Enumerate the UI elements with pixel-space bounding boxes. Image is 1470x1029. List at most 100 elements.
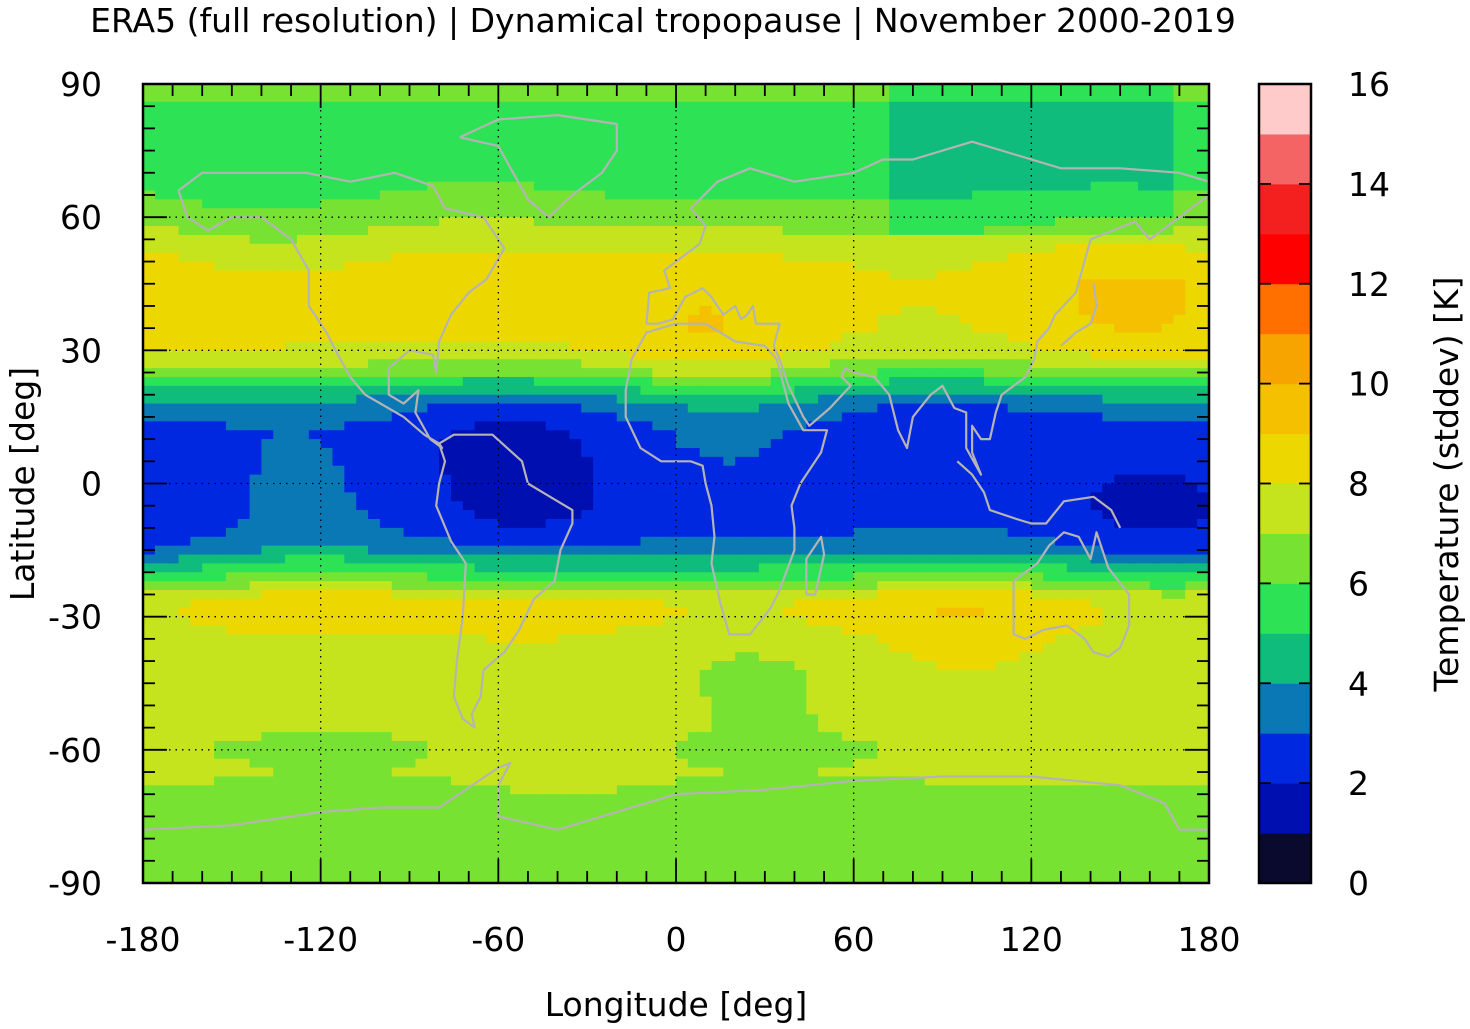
heatmap-cell xyxy=(450,376,464,387)
heatmap-cell xyxy=(427,261,440,272)
heatmap-cell xyxy=(853,465,867,476)
heatmap-cell xyxy=(332,385,345,396)
heatmap-cell xyxy=(296,368,310,378)
heatmap-cell xyxy=(1090,305,1103,316)
heatmap-cell xyxy=(770,279,784,289)
heatmap-cell xyxy=(983,412,997,422)
heatmap-cell xyxy=(995,181,1009,192)
heatmap-cell xyxy=(770,439,784,449)
heatmap-cell xyxy=(320,545,334,556)
heatmap-cell xyxy=(995,376,1009,387)
heatmap-cell xyxy=(735,270,748,280)
heatmap-cell xyxy=(735,226,748,236)
heatmap-cell xyxy=(770,394,784,405)
heatmap-cell xyxy=(391,92,405,103)
heatmap-cell xyxy=(427,146,440,156)
heatmap-cell xyxy=(462,270,476,280)
heatmap-cell xyxy=(415,350,428,360)
heatmap-cell xyxy=(841,359,855,369)
heatmap-cell xyxy=(995,163,1009,174)
heatmap-cell xyxy=(474,545,488,556)
heatmap-cell xyxy=(616,155,630,165)
heatmap-cell xyxy=(995,279,1009,289)
heatmap-cell xyxy=(1149,92,1163,103)
heatmap-cell xyxy=(166,492,180,502)
heatmap-cell xyxy=(640,359,653,369)
heatmap-cell xyxy=(782,208,796,218)
heatmap-cell xyxy=(510,394,523,405)
heatmap-cell xyxy=(628,181,642,192)
heatmap-cell xyxy=(699,519,713,529)
heatmap-cell xyxy=(450,261,464,272)
heatmap-cell xyxy=(924,492,938,502)
heatmap-cell xyxy=(261,181,274,192)
heatmap-cell xyxy=(865,314,878,325)
heatmap-cell xyxy=(865,137,878,147)
heatmap-cell xyxy=(581,252,594,263)
heatmap-cell xyxy=(735,385,748,396)
heatmap-cell xyxy=(818,412,831,422)
heatmap-cell xyxy=(676,439,689,449)
heatmap-cell xyxy=(154,305,168,316)
heatmap-cell xyxy=(912,554,926,564)
heatmap-cell xyxy=(344,261,357,272)
heatmap-cell xyxy=(261,146,274,156)
heatmap-cell xyxy=(948,341,961,351)
heatmap-cell xyxy=(427,305,440,316)
heatmap-cell xyxy=(687,172,701,183)
heatmap-cell xyxy=(1185,146,1198,156)
heatmap-cell xyxy=(711,536,724,547)
heatmap-cell xyxy=(616,84,630,94)
heatmap-cell xyxy=(747,119,760,129)
heatmap-cell xyxy=(1031,155,1044,165)
heatmap-cell xyxy=(901,190,914,201)
heatmap-cell xyxy=(604,297,618,307)
heatmap-cell xyxy=(1043,403,1056,414)
heatmap-cell xyxy=(356,376,369,387)
heatmap-cell xyxy=(1149,368,1163,378)
heatmap-cell xyxy=(924,155,938,165)
heatmap-cell xyxy=(640,101,653,112)
heatmap-cell xyxy=(1066,128,1080,138)
heatmap-cell xyxy=(664,92,677,103)
heatmap-cell xyxy=(356,332,369,343)
heatmap-cell xyxy=(806,403,819,414)
heatmap-cell xyxy=(901,501,914,511)
heatmap-cell xyxy=(889,243,902,254)
heatmap-cell xyxy=(320,190,334,201)
heatmap-cell xyxy=(1055,554,1068,564)
heatmap-cell xyxy=(747,536,760,547)
heatmap-cell xyxy=(901,314,914,325)
heatmap-cell xyxy=(214,563,227,573)
heatmap-cell xyxy=(948,84,961,94)
heatmap-cell xyxy=(379,527,393,538)
heatmap-cell xyxy=(758,421,772,431)
heatmap-cell xyxy=(972,447,985,458)
heatmap-cell xyxy=(616,527,630,538)
heatmap-cell xyxy=(178,474,191,485)
heatmap-cell xyxy=(841,563,855,573)
heatmap-cell xyxy=(782,332,796,343)
heatmap-cell xyxy=(581,155,594,165)
heatmap-cell xyxy=(912,155,926,165)
heatmap-cell xyxy=(214,350,227,360)
heatmap-cell xyxy=(439,447,452,458)
heatmap-cell xyxy=(273,208,286,218)
heatmap-cell xyxy=(699,323,713,334)
heatmap-cell xyxy=(818,101,831,112)
heatmap-cell xyxy=(510,492,523,502)
heatmap-cell xyxy=(344,305,357,316)
heatmap-cell xyxy=(794,332,807,343)
heatmap-cell xyxy=(202,101,215,112)
heatmap-cell xyxy=(664,474,677,485)
heatmap-cell xyxy=(557,288,570,298)
heatmap-cell xyxy=(320,84,334,94)
heatmap-cell xyxy=(1126,110,1139,121)
heatmap-cell xyxy=(924,279,938,289)
heatmap-cell xyxy=(735,279,748,289)
heatmap-cell xyxy=(261,359,274,369)
heatmap-cell xyxy=(794,101,807,112)
heatmap-cell xyxy=(225,368,239,378)
heatmap-cell xyxy=(332,483,345,493)
heatmap-cell xyxy=(356,323,369,334)
